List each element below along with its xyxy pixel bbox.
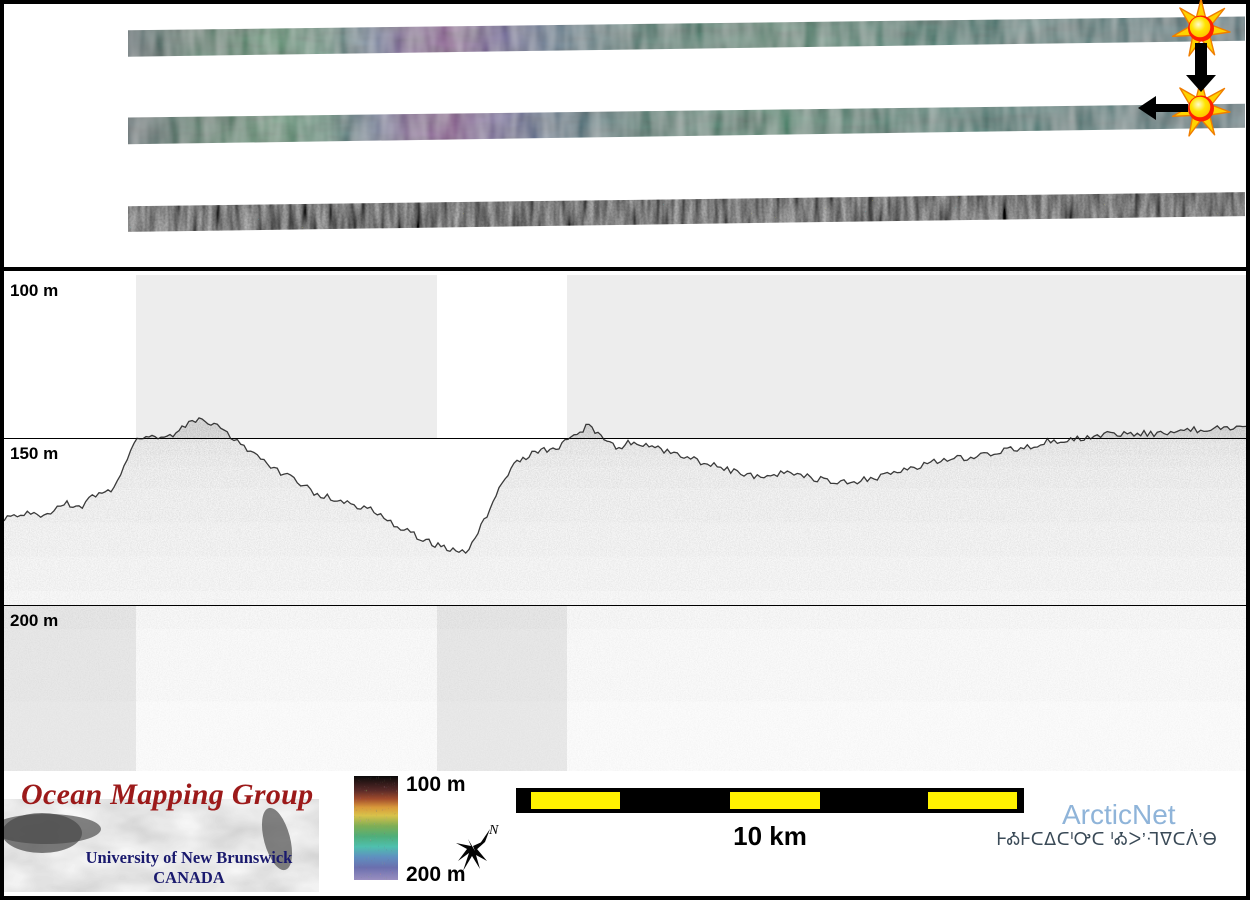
svg-text:N: N xyxy=(488,823,499,838)
